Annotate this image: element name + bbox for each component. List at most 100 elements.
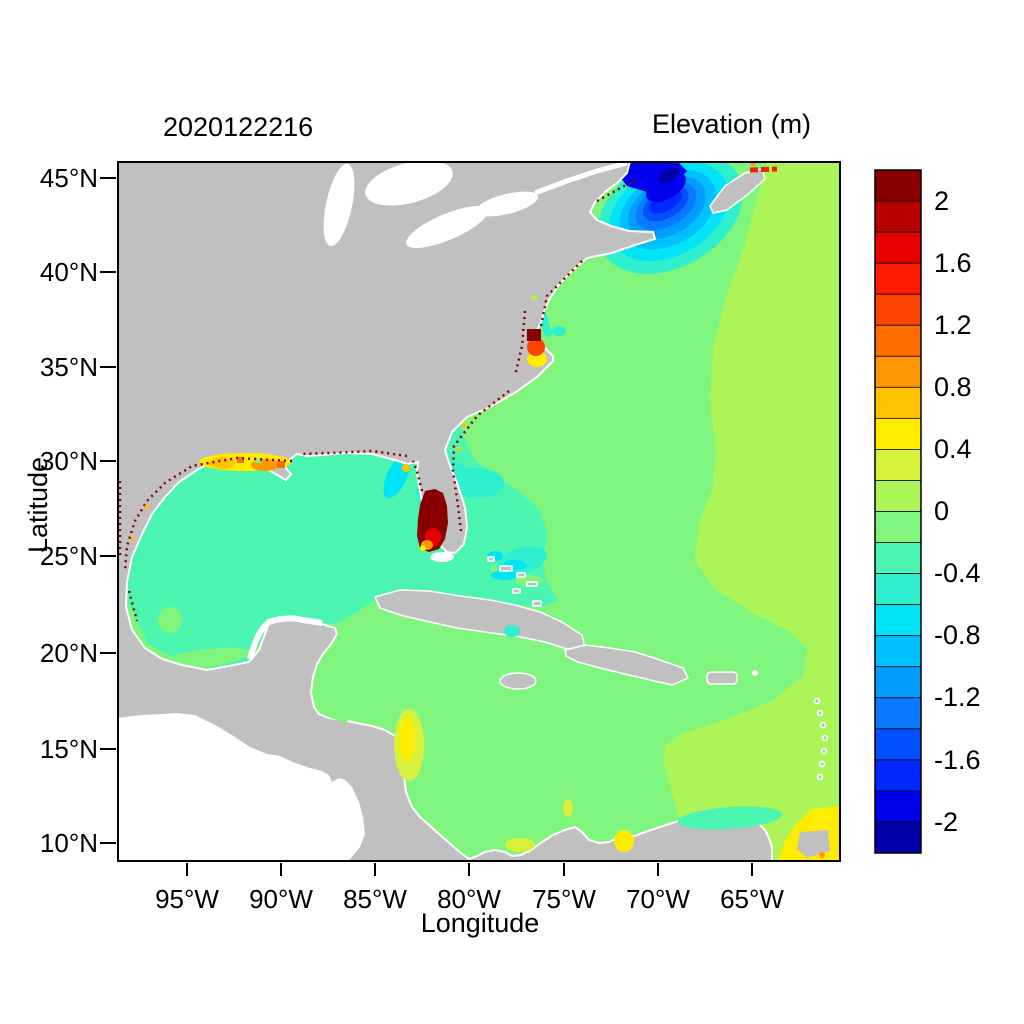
y-tick-mark xyxy=(100,748,116,750)
x-tick-label: 95°W xyxy=(155,884,219,914)
colorbar xyxy=(874,169,922,854)
colorbar-bin xyxy=(874,293,922,326)
colorbar-bin xyxy=(874,417,922,450)
colorbar-tick-label: 2 xyxy=(934,186,950,216)
y-tick-label: 10°N xyxy=(39,828,98,858)
trinidad xyxy=(797,830,830,858)
x-tick-label: 90°W xyxy=(249,884,313,914)
plot-frame xyxy=(117,161,841,862)
x-axis-title: Longitude xyxy=(420,908,540,938)
lake-maracaibo-yellow xyxy=(614,830,634,852)
colorbar-tick-label: 0 xyxy=(934,496,950,526)
pamlico-green-dot xyxy=(531,295,537,301)
colorbar-bin xyxy=(874,480,922,512)
x-tick-label: 65°W xyxy=(720,884,784,914)
y-tick-label: 25°N xyxy=(39,541,98,571)
y-tick-mark xyxy=(100,271,116,273)
colorbar-bin xyxy=(874,169,922,202)
y-tick-label: 40°N xyxy=(39,257,98,287)
fundy-core xyxy=(646,171,686,203)
colorbar-frame xyxy=(874,169,922,854)
x-tick-label: 70°W xyxy=(626,884,690,914)
bahamas-island xyxy=(499,565,513,572)
louisiana-gold-patch xyxy=(209,457,235,469)
colorbar-bin xyxy=(874,511,922,544)
jamaica xyxy=(499,672,537,690)
x-tick-mark xyxy=(657,863,659,876)
louisiana-surge-cluster xyxy=(199,453,291,471)
pamlico-surge-cluster xyxy=(527,295,547,367)
colorbar-bin xyxy=(874,635,922,668)
belize-shelf-green xyxy=(317,677,361,723)
colorbar-title: Elevation (m) xyxy=(652,109,812,139)
south-florida-yellow-spot xyxy=(420,545,426,551)
virgin-islands-white xyxy=(752,670,758,676)
colorbar-bin xyxy=(874,666,922,699)
bahamas-island xyxy=(516,572,526,578)
y-tick-mark xyxy=(100,555,116,557)
lake-erie xyxy=(406,206,488,248)
map-plot-area xyxy=(116,152,841,863)
y-tick-label: 30°N xyxy=(39,446,98,476)
louisiana-darkorange-cell xyxy=(277,461,285,468)
fundy-minimum xyxy=(658,167,680,183)
lesser-antilles-island xyxy=(818,760,826,768)
colorbar-bin xyxy=(874,449,922,481)
minas-basin-red-streak xyxy=(749,166,778,173)
colorbar-tick-label: -1.2 xyxy=(934,682,981,712)
x-tick-mark xyxy=(280,863,282,876)
colorbar-tick-label: -2 xyxy=(934,807,959,837)
bahamas-island xyxy=(512,588,521,594)
lesser-antilles-island xyxy=(816,709,824,717)
y-tick-mark xyxy=(100,842,116,844)
louisiana-darkorange-cell xyxy=(237,457,244,463)
colorbar-tick-label: -0.8 xyxy=(934,620,981,650)
x-tick-mark xyxy=(374,863,376,876)
x-tick-label: 85°W xyxy=(343,884,407,914)
pacific-outside-domain xyxy=(117,713,365,862)
pamlico-orangered xyxy=(527,338,545,356)
y-tick-label: 35°N xyxy=(39,352,98,382)
lake-huron xyxy=(365,160,453,206)
louisiana-green-cell xyxy=(255,458,261,463)
gulf-of-venezuela-yellowgreen xyxy=(563,799,573,817)
colorbar-bin xyxy=(874,759,922,792)
colorbar-bin xyxy=(874,262,922,295)
y-axis-title: Latitude xyxy=(23,456,53,554)
x-tick-label: 80°W xyxy=(437,884,501,914)
great-lakes-group xyxy=(323,160,539,248)
hispaniola xyxy=(564,644,690,686)
y-tick-label: 15°N xyxy=(39,734,98,764)
pamlico-darkred xyxy=(527,329,541,341)
colorbar-bin xyxy=(874,821,922,854)
colorbar-tick-label: 1.6 xyxy=(934,248,972,278)
coastal-wetcell-speckles xyxy=(118,177,638,622)
colorbar-tick-label: 1.2 xyxy=(934,310,972,340)
y-tick-mark xyxy=(100,460,116,462)
colorbar-tick-label: -1.6 xyxy=(934,745,981,775)
nicaragua-yellow-core xyxy=(399,717,415,761)
colorbar-bin xyxy=(874,728,922,761)
colorbar-bin xyxy=(874,573,922,606)
lesser-antilles-island xyxy=(819,721,827,729)
lesser-antilles-island xyxy=(813,697,821,705)
plot-title-datestamp: 2020122216 xyxy=(163,112,314,142)
x-tick-mark xyxy=(468,863,470,876)
colorbar-bin xyxy=(874,542,922,575)
colorbar-tick-label: 0.8 xyxy=(934,372,972,402)
y-tick-label: 45°N xyxy=(39,163,98,193)
colorbar-bin xyxy=(874,790,922,823)
yucatan-white-fringe xyxy=(247,615,323,660)
y-tick-mark xyxy=(100,652,116,654)
trinidad-orange-dot xyxy=(819,852,825,858)
colorbar-bin xyxy=(874,604,922,637)
lesser-antilles-island xyxy=(820,747,828,755)
x-tick-label: 75°W xyxy=(532,884,596,914)
st-lawrence-river xyxy=(534,160,628,196)
colorbar-bin xyxy=(874,200,922,233)
ocean-east-atlantic-yellowgreen xyxy=(663,161,841,862)
x-tick-mark xyxy=(751,863,753,876)
x-tick-mark xyxy=(186,863,188,876)
y-tick-mark xyxy=(100,366,116,368)
